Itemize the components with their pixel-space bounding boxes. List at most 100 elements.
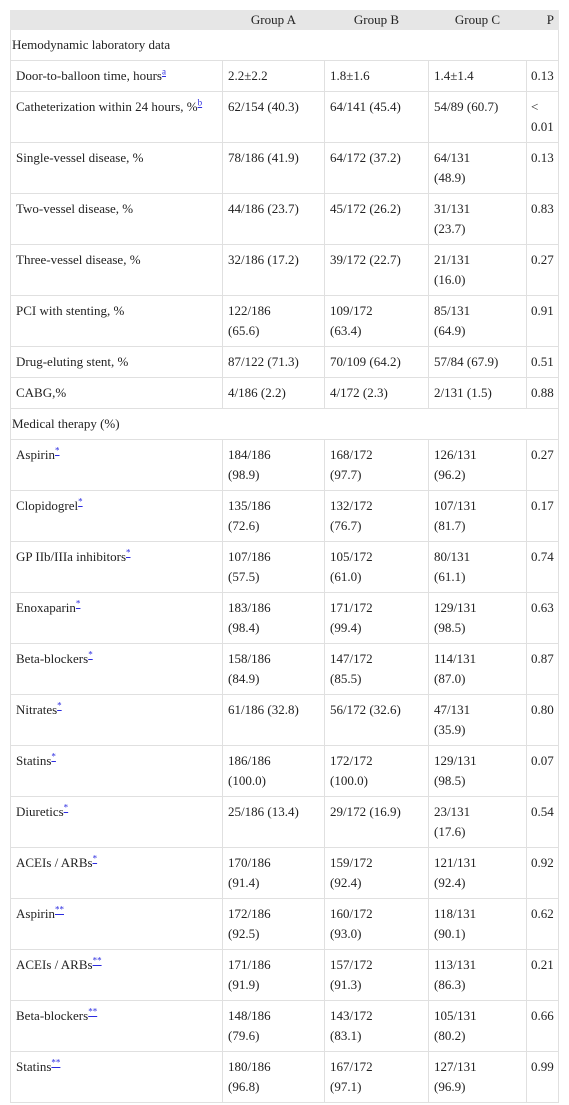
cell: 0.54 <box>526 796 559 848</box>
cell: 29/172 (16.9) <box>324 796 429 848</box>
cell: < 0.01 <box>526 91 559 143</box>
data-row: Catheterization within 24 hours, %b 62/15… <box>10 91 559 143</box>
footnote-link[interactable]: * <box>51 751 56 762</box>
cell: 135/186 (72.6) <box>222 490 325 542</box>
cell: 170/186 (91.4) <box>222 847 325 899</box>
label-text: Door-to-balloon time, hours <box>16 68 162 83</box>
footnote-ref: * <box>126 548 131 558</box>
footnote-link[interactable]: a <box>161 66 166 77</box>
data-row: Nitrates* 61/186 (32.8) 56/172 (32.6) 47/13… <box>10 694 559 746</box>
label-text: Drug-eluting stent, % <box>16 354 129 369</box>
row-label: ACEIs / ARBs* <box>10 847 223 899</box>
data-row: ACEIs / ARBs* 170/186 (91.4) 159/172 (92.4… <box>10 847 559 899</box>
cell: 0.80 <box>526 694 559 746</box>
row-label: ACEIs / ARBs** <box>10 949 223 1001</box>
footnote-link[interactable]: * <box>75 598 81 609</box>
data-row: Two-vessel disease, % 44/186 (23.7) 45/172… <box>10 193 559 245</box>
label-text: GP IIb/IIIa inhibitors <box>16 549 126 564</box>
row-label: Aspirin* <box>10 439 223 491</box>
cell: 0.13 <box>526 142 559 194</box>
row-label: Enoxaparin* <box>10 592 223 644</box>
footnote-link[interactable]: ** <box>51 1057 61 1068</box>
cell: 0.74 <box>526 541 559 593</box>
cell: 168/172 (97.7) <box>324 439 429 491</box>
label-text: Beta-blockers <box>16 1008 89 1023</box>
row-label: Door-to-balloon time, hoursa <box>10 60 223 92</box>
label-text: Statins <box>16 1059 52 1074</box>
section-row: Hemodynamic laboratory data <box>10 29 559 61</box>
label-text: Three-vessel disease, % <box>16 252 141 267</box>
footnote-link[interactable]: ** <box>88 1006 98 1017</box>
footnote-link[interactable]: ** <box>92 955 102 966</box>
footnote-ref: * <box>55 446 60 456</box>
cell: 118/131 (90.1) <box>428 898 527 950</box>
cell: 107/131 (81.7) <box>428 490 527 542</box>
cell: 143/172 (83.1) <box>324 1000 429 1052</box>
cell: 0.92 <box>526 847 559 899</box>
footnote-link[interactable]: b <box>197 97 203 108</box>
row-label: Drug-eluting stent, % <box>10 346 223 378</box>
cell: 121/131 (92.4) <box>428 847 527 899</box>
row-label: Statins* <box>10 745 223 797</box>
section-title: Hemodynamic laboratory data <box>10 29 559 61</box>
label-text: Statins <box>16 753 52 768</box>
cell: 184/186 (98.9) <box>222 439 325 491</box>
header-row: Group A Group B Group C P <box>10 10 559 30</box>
data-row: Beta-blockers* 158/186 (84.9) 147/172 (85.… <box>10 643 559 695</box>
cell: 87/122 (71.3) <box>222 346 325 378</box>
label-text: ACEIs / ARBs <box>16 855 93 870</box>
row-label: Three-vessel disease, % <box>10 244 223 296</box>
cell: 107/186 (57.5) <box>222 541 325 593</box>
cell: 32/186 (17.2) <box>222 244 325 296</box>
data-row: Aspirin** 172/186 (92.5) 160/172 (93.0) 118… <box>10 898 559 950</box>
footnote-ref: a <box>162 67 166 77</box>
row-label: Aspirin** <box>10 898 223 950</box>
cell: 113/131 (86.3) <box>428 949 527 1001</box>
cell: 0.66 <box>526 1000 559 1052</box>
label-text: Aspirin <box>16 447 55 462</box>
footnote-link[interactable]: * <box>92 853 98 864</box>
label-text: Catheterization within 24 hours, % <box>16 99 198 114</box>
data-row: Aspirin* 184/186 (98.9) 168/172 (97.7) 126/… <box>10 439 559 491</box>
footnote-link[interactable]: * <box>57 700 62 711</box>
data-row: PCI with stenting, % 122/186 (65.6) 109/17… <box>10 295 559 347</box>
cell: 0.27 <box>526 439 559 491</box>
cell: 105/172 (61.0) <box>324 541 429 593</box>
row-label: Two-vessel disease, % <box>10 193 223 245</box>
footnote-ref: b <box>198 98 203 108</box>
footnote-link[interactable]: * <box>88 649 93 660</box>
cell: 157/172 (91.3) <box>324 949 429 1001</box>
label-text: PCI with stenting, % <box>16 303 125 318</box>
cell: 148/186 (79.6) <box>222 1000 325 1052</box>
cell: 0.27 <box>526 244 559 296</box>
cell: 105/131 (80.2) <box>428 1000 527 1052</box>
footnote-ref: * <box>57 701 62 711</box>
cell: 147/172 (85.5) <box>324 643 429 695</box>
label-text: Nitrates <box>16 702 58 717</box>
footnote-ref: * <box>78 497 83 507</box>
footnote-link[interactable]: * <box>55 445 60 456</box>
cell: 122/186 (65.6) <box>222 295 325 347</box>
cell: 114/131 (87.0) <box>428 643 527 695</box>
cell: 56/172 (32.6) <box>324 694 429 746</box>
data-row: Drug-eluting stent, % 87/122 (71.3) 70/109… <box>10 346 559 378</box>
label-text: Two-vessel disease, % <box>16 201 134 216</box>
footnote-link[interactable]: * <box>126 547 131 558</box>
footnote-link[interactable]: * <box>63 802 69 813</box>
header-cell: Group B <box>324 10 429 30</box>
cell: 126/131 (96.2) <box>428 439 527 491</box>
data-row: Single-vessel disease, % 78/186 (41.9) 64/… <box>10 142 559 194</box>
data-row: ACEIs / ARBs** 171/186 (91.9) 157/172 (91.… <box>10 949 559 1001</box>
footnote-ref: * <box>64 803 69 813</box>
cell: 0.83 <box>526 193 559 245</box>
row-label: Diuretics* <box>10 796 223 848</box>
cell: 186/186 (100.0) <box>222 745 325 797</box>
footnote-link[interactable]: ** <box>55 904 64 915</box>
data-row: Door-to-balloon time, hoursa 2.2±2.2 1.8±1… <box>10 60 559 92</box>
cell: 85/131 (64.9) <box>428 295 527 347</box>
cell: 21/131 (16.0) <box>428 244 527 296</box>
row-label: Beta-blockers* <box>10 643 223 695</box>
cell: 0.87 <box>526 643 559 695</box>
footnote-link[interactable]: * <box>78 496 83 507</box>
